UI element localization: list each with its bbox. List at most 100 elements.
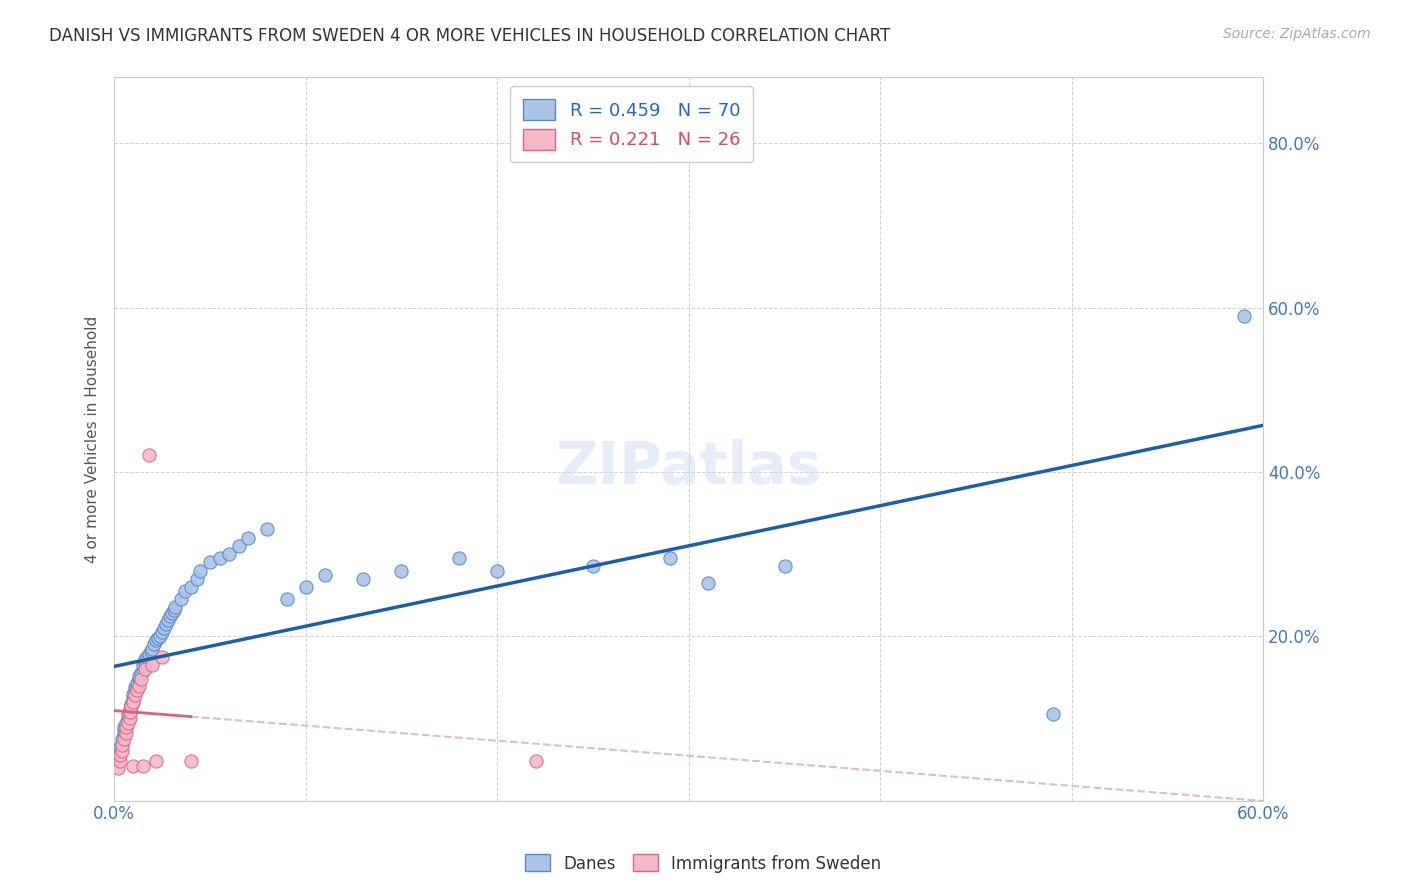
Point [124, 680, 146, 694]
Point [128, 669, 150, 683]
Point [122, 690, 145, 705]
Point [145, 754, 167, 768]
Point [118, 705, 141, 719]
Point [127, 676, 149, 690]
Legend: Danes, Immigrants from Sweden: Danes, Immigrants from Sweden [519, 847, 887, 880]
Point [141, 641, 163, 656]
Point [135, 649, 157, 664]
Point [276, 592, 298, 607]
Text: ZIPatlas: ZIPatlas [555, 440, 823, 497]
Point [117, 711, 139, 725]
Point [107, 761, 129, 775]
Point [132, 759, 155, 773]
Point [139, 644, 162, 658]
Point [107, 748, 129, 763]
Point [122, 759, 145, 773]
Point [129, 666, 152, 681]
Point [150, 625, 173, 640]
Point [1042, 707, 1064, 722]
Point [180, 754, 202, 768]
Point [148, 631, 170, 645]
Point [256, 523, 278, 537]
Point [128, 679, 150, 693]
Point [186, 572, 208, 586]
Point [120, 699, 142, 714]
Point [486, 564, 509, 578]
Point [111, 738, 134, 752]
Point [122, 695, 145, 709]
Point [111, 731, 134, 746]
Point [582, 559, 605, 574]
Point [170, 592, 193, 607]
Point [174, 584, 197, 599]
Point [658, 551, 681, 566]
Point [117, 707, 139, 722]
Point [218, 547, 240, 561]
Point [141, 658, 163, 673]
Point [127, 679, 149, 693]
Text: DANISH VS IMMIGRANTS FROM SWEDEN 4 OR MORE VEHICLES IN HOUSEHOLD CORRELATION CHA: DANISH VS IMMIGRANTS FROM SWEDEN 4 OR MO… [49, 27, 890, 45]
Point [114, 720, 136, 734]
Point [143, 638, 166, 652]
Point [165, 600, 187, 615]
Point [145, 633, 167, 648]
Point [112, 731, 135, 746]
Point [352, 572, 374, 586]
Point [155, 616, 177, 631]
Point [128, 672, 150, 686]
Point [129, 672, 152, 686]
Point [447, 551, 470, 566]
Point [391, 564, 413, 578]
Point [114, 726, 136, 740]
Point [112, 728, 135, 742]
Point [108, 748, 131, 763]
Point [134, 656, 156, 670]
Point [238, 531, 260, 545]
Point [120, 697, 142, 711]
Text: Source: ZipAtlas.com: Source: ZipAtlas.com [1223, 27, 1371, 41]
Point [111, 744, 134, 758]
Point [1233, 309, 1256, 323]
Point [138, 449, 160, 463]
Point [198, 555, 221, 569]
Y-axis label: 4 or more Vehicles in Household: 4 or more Vehicles in Household [86, 316, 100, 563]
Point [132, 664, 155, 678]
Point [114, 715, 136, 730]
Point [134, 662, 156, 676]
Point [117, 715, 139, 730]
Point [294, 580, 316, 594]
Point [138, 648, 160, 662]
Point [150, 649, 173, 664]
Point [134, 652, 156, 666]
Point [132, 658, 155, 673]
Point [773, 559, 796, 574]
Point [208, 551, 231, 566]
Point [124, 689, 146, 703]
Point [180, 580, 202, 594]
Point [118, 701, 141, 715]
Point [156, 613, 179, 627]
Point [124, 685, 146, 699]
Point [111, 738, 134, 752]
Point [190, 564, 212, 578]
Point [524, 754, 547, 768]
Point [122, 695, 145, 709]
Point [159, 608, 181, 623]
Point [108, 754, 131, 768]
Legend: R = 0.459   N = 70, R = 0.221   N = 26: R = 0.459 N = 70, R = 0.221 N = 26 [510, 87, 752, 162]
Point [162, 603, 184, 617]
Point [114, 720, 136, 734]
Point [228, 539, 250, 553]
Point [160, 606, 183, 620]
Point [149, 629, 172, 643]
Point [314, 567, 336, 582]
Point [108, 740, 131, 755]
Point [122, 687, 145, 701]
Point [112, 720, 135, 734]
Point [112, 723, 135, 738]
Point [696, 575, 718, 590]
Point [120, 699, 142, 714]
Point [118, 711, 141, 725]
Point [118, 705, 141, 719]
Point [127, 682, 149, 697]
